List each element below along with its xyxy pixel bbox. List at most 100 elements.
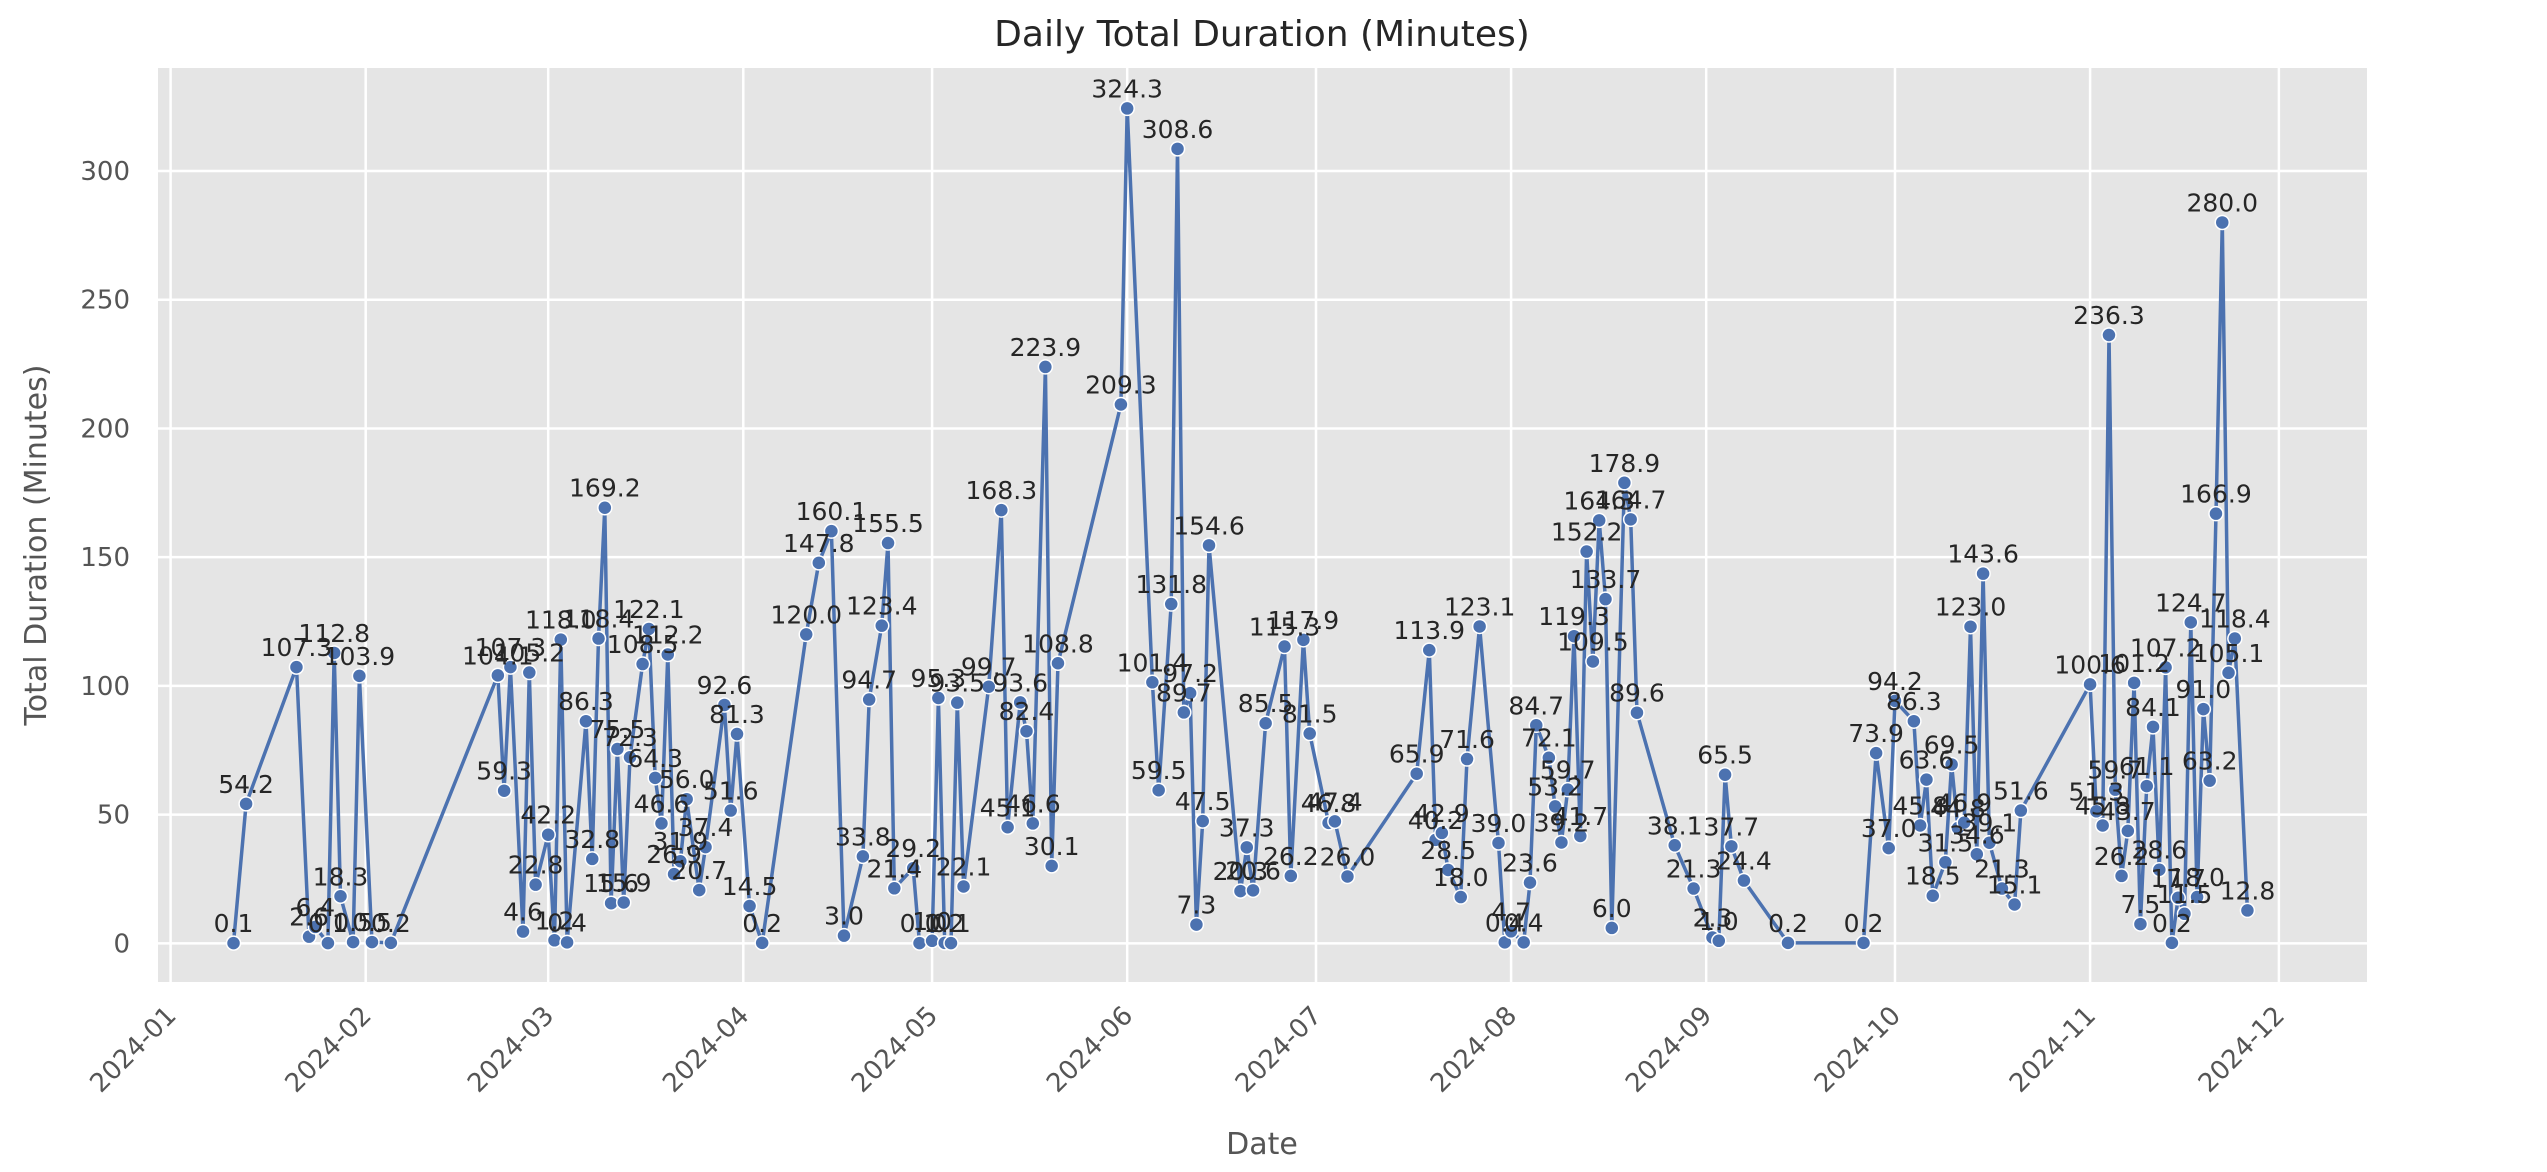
data-label: 63.2: [2182, 747, 2238, 776]
data-point: [1257, 715, 1274, 731]
data-label: 73.9: [1848, 719, 1904, 748]
data-label: 39.0: [1471, 809, 1527, 838]
data-point: [1597, 591, 1614, 607]
data-point: [2120, 823, 2136, 839]
data-point: [1956, 814, 1972, 831]
data-point: [1522, 874, 1538, 891]
data-label: 89.7: [1156, 678, 1212, 707]
data-point: [2132, 916, 2149, 932]
data-point: [911, 935, 928, 951]
data-label: 164.7: [1595, 485, 1667, 514]
data-label: 18.3: [313, 862, 369, 891]
data-label: 109.5: [1557, 627, 1629, 656]
data-point: [578, 713, 594, 729]
data-point: [1622, 511, 1639, 528]
data-label: 169.2: [569, 474, 641, 503]
data-label: 93.5: [929, 669, 985, 698]
data-point: [2126, 675, 2142, 691]
data-point: [1855, 935, 1872, 951]
data-label: 40.2: [1408, 806, 1464, 835]
data-label: 123.0: [1935, 593, 2007, 622]
data-label: 63.6: [1899, 746, 1955, 775]
data-point: [2164, 935, 2180, 951]
data-point: [741, 898, 758, 914]
data-point: [2183, 614, 2199, 631]
data-label: 31.5: [1918, 828, 1974, 857]
data-point: [2145, 719, 2161, 735]
data-point: [521, 664, 538, 681]
data-point: [1780, 935, 1796, 951]
data-point: [1018, 723, 1035, 739]
x-tick-label: 2024-04: [657, 1001, 755, 1099]
x-tick-label: 2024-06: [1041, 1001, 1139, 1099]
data-point: [1629, 704, 1645, 721]
data-point: [1327, 813, 1343, 830]
data-label: 20.6: [1225, 856, 1281, 885]
data-point: [238, 796, 254, 812]
data-label: 18.0: [1433, 863, 1489, 892]
y-tick-label: 250: [80, 286, 130, 316]
data-point: [320, 935, 336, 951]
data-label: 178.9: [1589, 449, 1661, 478]
data-label: 152.2: [1551, 518, 1623, 547]
data-label: 280.0: [2186, 188, 2258, 217]
data-label: 12.8: [2220, 876, 2276, 905]
y-tick-label: 150: [80, 543, 130, 573]
data-label: 45.8: [1892, 791, 1948, 820]
data-point: [1604, 920, 1620, 936]
data-label: 20.7: [671, 856, 727, 885]
data-point: [980, 678, 997, 695]
data-label: 1.2: [535, 906, 575, 935]
data-label: 46.6: [1005, 789, 1061, 818]
x-tick-label: 2024-02: [280, 1001, 378, 1099]
data-label: 28.6: [2131, 836, 2187, 865]
data-label: 31.9: [653, 827, 709, 856]
data-point: [999, 819, 1016, 836]
x-tick-label: 2024-11: [2004, 1001, 2102, 1099]
data-point: [2088, 803, 2105, 820]
data-label: 124.7: [2155, 588, 2227, 617]
data-label: 119.3: [1538, 602, 1610, 631]
data-point: [1591, 512, 1607, 529]
data-point: [641, 621, 657, 637]
data-point: [1515, 934, 1532, 951]
data-label: 0.5: [352, 908, 392, 937]
data-label: 30.1: [1024, 832, 1080, 861]
data-label: 21.3: [1666, 855, 1722, 884]
data-label: 64.3: [627, 744, 683, 773]
data-label: 37.0: [1861, 814, 1917, 843]
data-label: 131.8: [1135, 570, 1207, 599]
data-label: 1.0: [1699, 907, 1739, 936]
data-point: [1585, 653, 1601, 670]
data-label: 54.2: [218, 770, 274, 799]
data-point: [307, 919, 324, 935]
data-label: 107.2: [2130, 633, 2202, 662]
data-label: 0.2: [925, 909, 965, 938]
data-point: [949, 694, 966, 711]
data-label: 17.7: [2150, 864, 2206, 893]
x-tick-label: 2024-08: [1425, 1001, 1523, 1099]
data-label: 26.0: [1320, 842, 1376, 871]
data-label: 166.9: [2180, 480, 2252, 509]
data-label: 72.3: [602, 723, 658, 752]
data-point: [1711, 933, 1727, 949]
data-label: 147.8: [783, 529, 855, 558]
data-label: 11.5: [2157, 880, 2213, 909]
data-point: [660, 646, 676, 663]
data-point: [2227, 630, 2243, 647]
data-label: 51.6: [703, 777, 759, 806]
y-tick-label: 300: [80, 157, 130, 187]
data-label: 26.2: [2094, 842, 2150, 871]
data-label: 107.3: [261, 633, 333, 662]
data-label: 59.7: [2087, 756, 2143, 785]
data-point: [1887, 693, 1903, 709]
data-label: 18.5: [1905, 862, 1961, 891]
data-label: 105.2: [494, 639, 566, 668]
data-point: [2151, 861, 2168, 878]
data-point: [634, 656, 651, 672]
data-point: [502, 659, 519, 675]
data-point: [615, 894, 632, 911]
data-point: [1868, 745, 1884, 761]
data-label: 39.2: [1534, 808, 1590, 837]
data-point: [647, 770, 663, 786]
